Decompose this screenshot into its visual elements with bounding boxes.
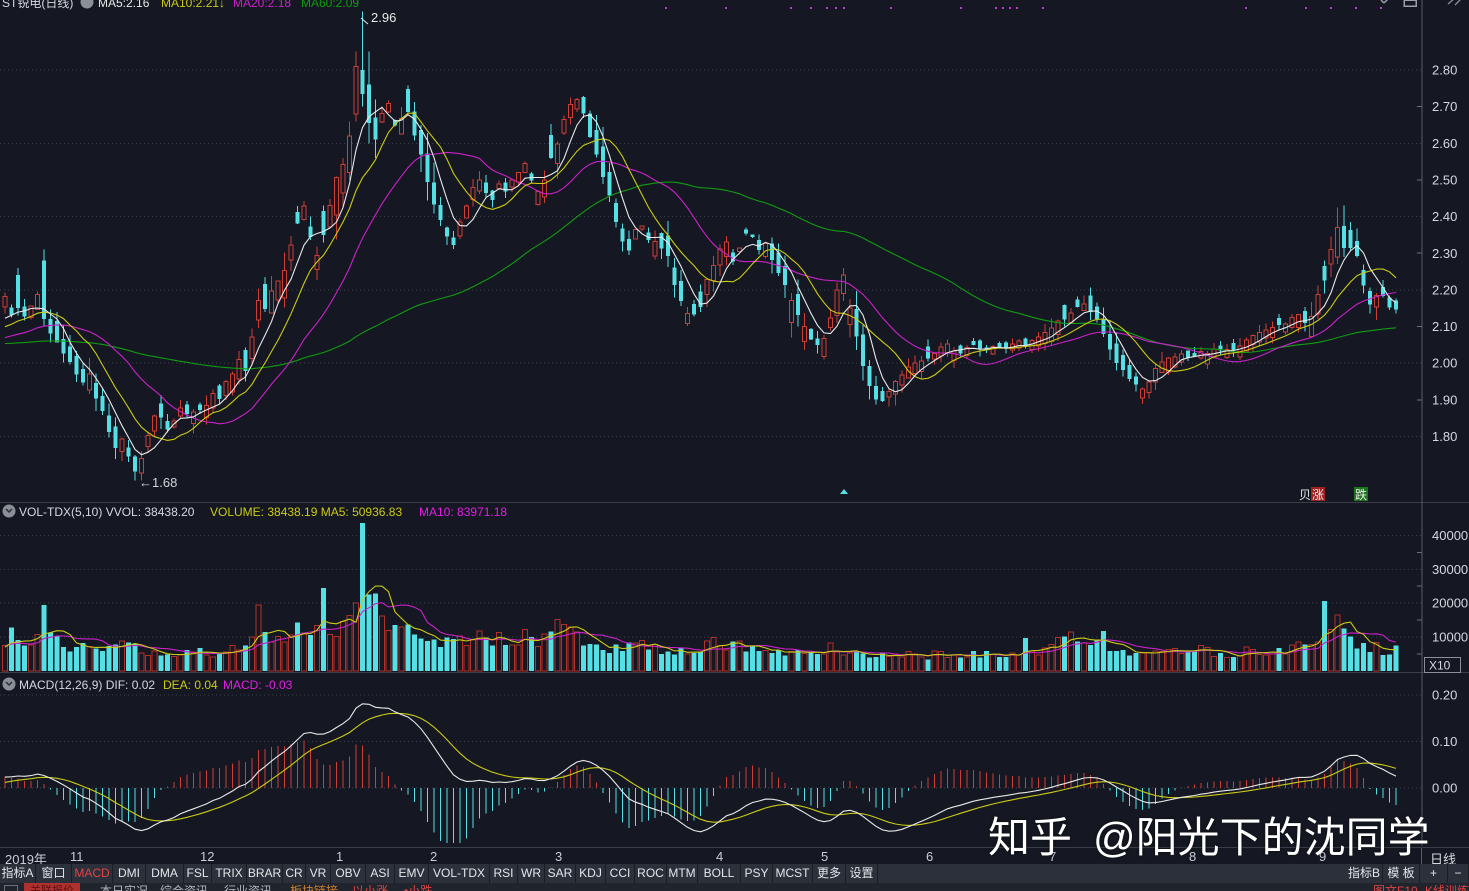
svg-text:MA10:2.21↓: MA10:2.21↓ (161, 0, 225, 10)
svg-text:MACD(12,26,9) DIF: 0.02: MACD(12,26,9) DIF: 0.02 (19, 678, 155, 692)
svg-text:2.30: 2.30 (1432, 246, 1457, 261)
svg-text:2.50: 2.50 (1432, 172, 1457, 187)
svg-text:VOL-TDX(5,10) VVOL: 38438.20: VOL-TDX(5,10) VVOL: 38438.20 (19, 505, 195, 519)
svg-text:1.80: 1.80 (1432, 429, 1457, 444)
svg-text:ST锐电(日线): ST锐电(日线) (2, 0, 73, 10)
svg-text:MA10: 83971.18: MA10: 83971.18 (419, 505, 507, 519)
svg-text:0.00: 0.00 (1432, 781, 1457, 796)
svg-text:VOLUME: 38438.19 MA5: 50936.83: VOLUME: 38438.19 MA5: 50936.83 (210, 505, 402, 519)
svg-text:2.40: 2.40 (1432, 209, 1457, 224)
svg-text:MA20:2.18: MA20:2.18 (233, 0, 291, 10)
svg-text:2.80: 2.80 (1432, 63, 1457, 78)
svg-text:X10: X10 (1429, 659, 1451, 673)
svg-text:MACD: -0.03: MACD: -0.03 (223, 678, 293, 692)
svg-text:40000: 40000 (1432, 528, 1468, 543)
svg-text:2.70: 2.70 (1432, 99, 1457, 114)
svg-text:←1.68: ←1.68 (139, 475, 177, 490)
svg-text:2.00: 2.00 (1432, 356, 1457, 371)
svg-text:0.20: 0.20 (1432, 688, 1457, 703)
svg-text:贝: 贝 (1299, 488, 1311, 502)
svg-text:涨: 涨 (1312, 487, 1324, 502)
svg-text:2.10: 2.10 (1432, 319, 1457, 334)
svg-text:10000: 10000 (1432, 630, 1468, 645)
svg-text:2.60: 2.60 (1432, 136, 1457, 151)
svg-text:1.90: 1.90 (1432, 392, 1457, 407)
svg-text:DEA: 0.04: DEA: 0.04 (163, 678, 218, 692)
svg-text:跌: 跌 (1355, 487, 1367, 502)
svg-text:2.96: 2.96 (371, 10, 396, 25)
svg-text:0.10: 0.10 (1432, 734, 1457, 749)
svg-text:2.20: 2.20 (1432, 282, 1457, 297)
svg-text:MA5:2.16: MA5:2.16 (98, 0, 150, 10)
svg-text:20000: 20000 (1432, 596, 1468, 611)
svg-text:30000: 30000 (1432, 562, 1468, 577)
svg-text:MA60:2.09: MA60:2.09 (301, 0, 359, 10)
